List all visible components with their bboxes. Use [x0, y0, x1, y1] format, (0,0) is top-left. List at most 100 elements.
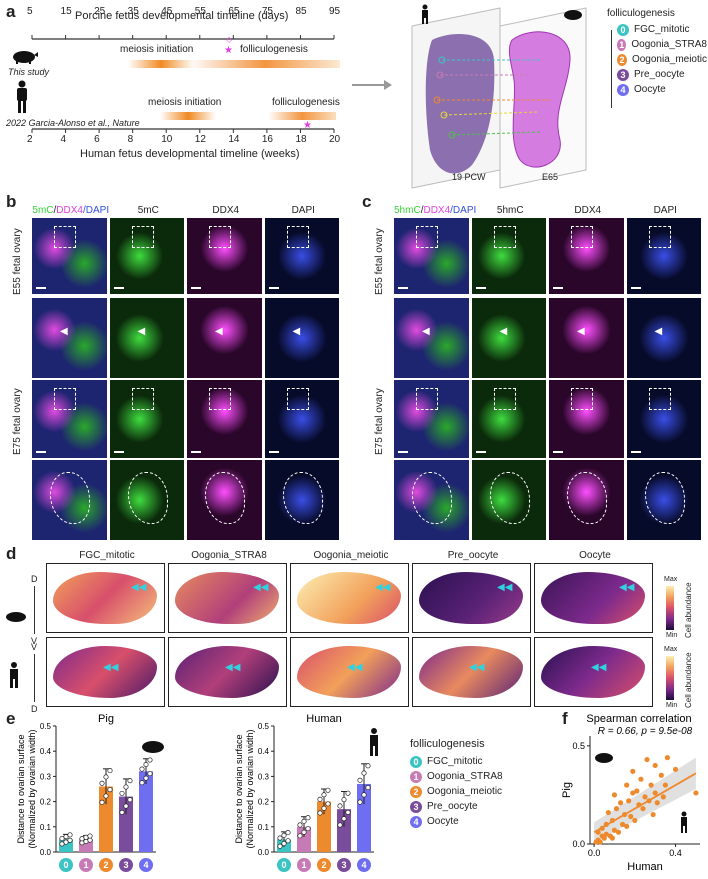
y-tick-label: 0.0 — [572, 839, 585, 849]
stage-number-badge: 4 — [617, 83, 629, 96]
tissue-sections — [411, 7, 587, 189]
scatter-point — [638, 776, 644, 782]
data-point — [341, 797, 347, 803]
cyan-arrowhead: ◀◀ — [253, 582, 269, 593]
zoom-region-box — [571, 388, 593, 410]
category-label: 3 — [341, 860, 346, 870]
y-tick-label: 0.2 — [40, 798, 52, 807]
scatter-point — [630, 768, 636, 774]
data-point — [301, 818, 307, 824]
folliculogenesis-label-human: folliculogenesis — [272, 97, 340, 108]
arrow-right — [352, 84, 386, 86]
spatial-map-tile: ◀◀ — [412, 563, 531, 633]
data-point — [321, 792, 327, 798]
category-label: 1 — [83, 860, 88, 870]
meiosis-label-human: meiosis initiation — [148, 97, 222, 108]
x-axis-label: Human — [627, 861, 662, 873]
data-point — [345, 809, 351, 815]
stage-number-badge: 1 — [617, 38, 627, 51]
category-label: 2 — [103, 860, 108, 870]
y-tick-label: 0.4 — [258, 747, 270, 756]
data-point — [345, 790, 351, 796]
tissue-spots — [175, 646, 279, 698]
micrograph-tile: ◀ — [32, 298, 107, 378]
data-point — [285, 838, 291, 844]
data-point — [365, 763, 371, 769]
porcine-timeline-title: Porcine fetus developmental timeline (da… — [75, 10, 289, 22]
cyan-arrowhead: ◀◀ — [591, 662, 607, 673]
stage-legend-bottom-title: folliculogenesis — [410, 738, 485, 750]
stage-number-badge: 4 — [410, 815, 422, 828]
stage-number-badge: 3 — [617, 68, 629, 81]
panel-c-headers: 5hmC/DDX4/DAPI 5hmC DDX4 DAPI — [394, 205, 704, 219]
bar — [297, 826, 311, 852]
porcine-timeline-axis — [31, 35, 335, 40]
spatial-map-tile: ◀◀ — [290, 563, 409, 633]
timeline-tick-label: 5 — [27, 6, 33, 17]
y-tick-label: 0.5 — [258, 722, 270, 731]
scatter-point — [693, 790, 699, 796]
arrow-head — [384, 80, 392, 90]
legend-item: 3 Pre_oocyte — [617, 67, 707, 82]
folliculogenesis-bar-human — [268, 112, 336, 120]
colorbar-human-max: Max — [664, 646, 678, 653]
cyan-arrowhead: ◀◀ — [103, 662, 119, 673]
data-point — [127, 778, 133, 784]
timeline-tick-label: 95 — [329, 6, 341, 17]
tissue-spots — [53, 646, 157, 698]
data-point — [317, 810, 323, 816]
timeline-tick-label: 8 — [127, 134, 134, 145]
legend-label: FGC_mitotic — [427, 756, 483, 767]
scatter-point — [662, 782, 668, 788]
zoom-region-box — [286, 388, 309, 410]
human-axis-arrow — [34, 654, 35, 702]
regression-line — [593, 772, 697, 833]
colorbar-human-title: Cell abundance — [684, 652, 693, 708]
data-point — [317, 796, 323, 802]
human-axis-top: V — [31, 642, 38, 652]
data-point — [305, 815, 311, 821]
data-point — [63, 834, 69, 840]
human-icon-d — [8, 662, 20, 688]
y-tick-label: 0.5 — [40, 722, 52, 731]
legend-label: Oocyte — [427, 816, 459, 827]
zoom-region-box — [286, 226, 309, 248]
micrograph-tile: ◀ — [187, 298, 262, 378]
legend-item: 2 Oogonia_meiotic — [410, 784, 540, 799]
micro-column-header: 5hmC/DDX4/DAPI — [394, 205, 477, 216]
section-link-dot — [433, 96, 441, 104]
micrograph-tile: ◀ — [626, 298, 701, 378]
marker-star-pink: ★ — [224, 45, 233, 56]
section-link-dot — [436, 71, 444, 79]
citation-label: 2022 Garcia-Alonso et al., Nature — [6, 118, 140, 128]
scale-bar — [113, 451, 124, 453]
human-icon-small — [420, 4, 430, 24]
stage-number-badge: 0 — [617, 23, 629, 36]
scatter-point — [603, 831, 609, 837]
cell-outline — [282, 472, 323, 524]
data-point — [277, 835, 283, 841]
data-point — [87, 833, 93, 839]
zoom-region-box — [131, 226, 154, 248]
y-axis-label-line: (Normalized by ovarian width) — [245, 729, 255, 848]
stage-legend-bottom: folliculogenesis 0 FGC_mitotic 1 Oogonia_ST… — [410, 738, 540, 829]
scatter-point — [664, 755, 671, 761]
micro-column-header: DDX4 — [212, 205, 240, 216]
micrograph-tile — [626, 380, 701, 458]
y-axis-label: Distance to ovarian surface(Normalized b… — [234, 729, 255, 848]
micrograph-tile — [549, 380, 624, 458]
y-tick-label: 0.3 — [258, 772, 270, 781]
spatial-map-tile: ◀◀ — [46, 637, 165, 707]
arrowhead-marker: ◀ — [422, 326, 430, 337]
category-label: 0 — [281, 860, 286, 870]
legend-item: 0 FGC_mitotic — [410, 754, 540, 769]
legend-label: Pre_oocyte — [427, 801, 478, 812]
scatter-point — [615, 829, 622, 835]
micrograph-tile — [187, 460, 262, 540]
arrowhead-marker: ◀ — [577, 326, 585, 337]
timeline-tick-label: 2 — [27, 134, 33, 145]
micrograph-tile — [471, 460, 546, 540]
bar-chart-title: Pig — [98, 713, 114, 725]
scatter-point — [652, 790, 658, 796]
micrograph-tile — [109, 460, 184, 540]
